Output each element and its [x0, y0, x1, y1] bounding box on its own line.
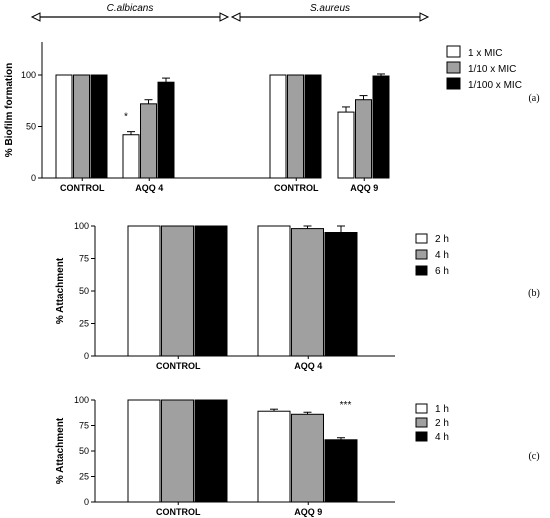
bar — [324, 232, 358, 357]
legend-label: 1/100 x MIC — [468, 80, 522, 91]
arrow-head-left — [230, 12, 241, 22]
bar — [287, 74, 304, 179]
bar — [127, 225, 161, 357]
legend-label: 4 h — [435, 250, 449, 261]
bar — [304, 74, 322, 179]
bar — [122, 134, 140, 179]
legend-label: 1 h — [435, 404, 449, 415]
bar — [194, 399, 228, 503]
legend-swatch — [415, 265, 428, 276]
legend-swatch — [446, 45, 461, 58]
category-label: AQQ 4 — [294, 361, 322, 371]
bar — [269, 74, 287, 179]
chart-panel-1: 0 25 50 75 100 % Attachment CONTROL AQQ 4 2 h 4 h… — [55, 221, 540, 371]
bar — [337, 111, 355, 179]
category-label: AQQ 9 — [350, 183, 378, 193]
legend-swatch — [415, 249, 428, 260]
bar — [90, 74, 108, 179]
legend-label: 2 h — [435, 418, 449, 429]
y-tick-label: 50 — [26, 122, 36, 132]
y-tick-label: 75 — [79, 254, 89, 264]
arrow-head-right — [419, 12, 430, 22]
panel-label: (a) — [528, 93, 539, 104]
category-label: CONTROL — [156, 361, 201, 371]
bar — [194, 225, 228, 357]
bar — [355, 99, 372, 179]
bar — [73, 74, 90, 179]
panel-label: (b) — [528, 288, 540, 299]
bar — [257, 225, 291, 357]
y-tick-label: 50 — [79, 286, 89, 296]
bar — [140, 103, 157, 179]
y-tick-label: 0 — [84, 497, 89, 507]
y-tick-label: 0 — [84, 351, 89, 361]
organism-label: S.aureus — [310, 3, 350, 14]
y-axis-title: % Attachment — [55, 417, 66, 484]
legend-label: 2 h — [435, 234, 449, 245]
bar — [291, 228, 324, 357]
y-tick-label: 75 — [79, 421, 89, 431]
y-tick-label: 100 — [74, 395, 89, 405]
category-label: CONTROL — [60, 183, 105, 193]
y-tick-label: 100 — [21, 70, 36, 80]
arrow-head-left — [30, 12, 41, 22]
y-tick-label: 100 — [74, 221, 89, 231]
category-label: AQQ 4 — [135, 183, 163, 193]
legend-label: 1 x MIC — [468, 48, 502, 59]
y-tick-label: 25 — [79, 319, 89, 329]
legend-swatch — [415, 431, 428, 442]
legend-label: 6 h — [435, 266, 449, 277]
significance-marker: *** — [340, 400, 352, 411]
bar — [157, 81, 175, 179]
legend-swatch — [446, 61, 461, 74]
category-label: AQQ 9 — [294, 507, 322, 517]
arrow-head-right — [219, 12, 230, 22]
panel-label: (c) — [528, 451, 539, 462]
legend-swatch — [446, 77, 461, 90]
significance-marker: * — [124, 112, 128, 123]
chart-panel-2: 0 25 50 75 100 % Attachment CONTROL AQQ 9 *** 1 h… — [55, 395, 540, 517]
bar — [257, 410, 291, 503]
bar — [161, 399, 194, 503]
bar — [55, 74, 73, 179]
y-tick-label: 25 — [79, 472, 89, 482]
bar — [372, 75, 390, 179]
legend-swatch — [415, 417, 428, 428]
category-label: CONTROL — [156, 507, 201, 517]
category-label: CONTROL — [274, 183, 319, 193]
bar — [291, 413, 324, 503]
chart-panel-0: 0 50 100 % Biofilm formation CONTROL AQQ 4 CON… — [4, 3, 540, 193]
organism-label: C.albicans — [107, 3, 154, 14]
y-tick-label: 50 — [79, 446, 89, 456]
y-axis-title: % Biofilm formation — [4, 63, 15, 157]
bar — [127, 399, 161, 503]
y-tick-label: 0 — [31, 173, 36, 183]
legend-swatch — [415, 233, 428, 244]
legend-label: 1/10 x MIC — [468, 64, 516, 75]
bar — [324, 439, 358, 503]
y-axis-title: % Attachment — [55, 257, 66, 324]
legend-label: 4 h — [435, 432, 449, 443]
legend-swatch — [415, 403, 428, 414]
bar — [161, 225, 194, 357]
